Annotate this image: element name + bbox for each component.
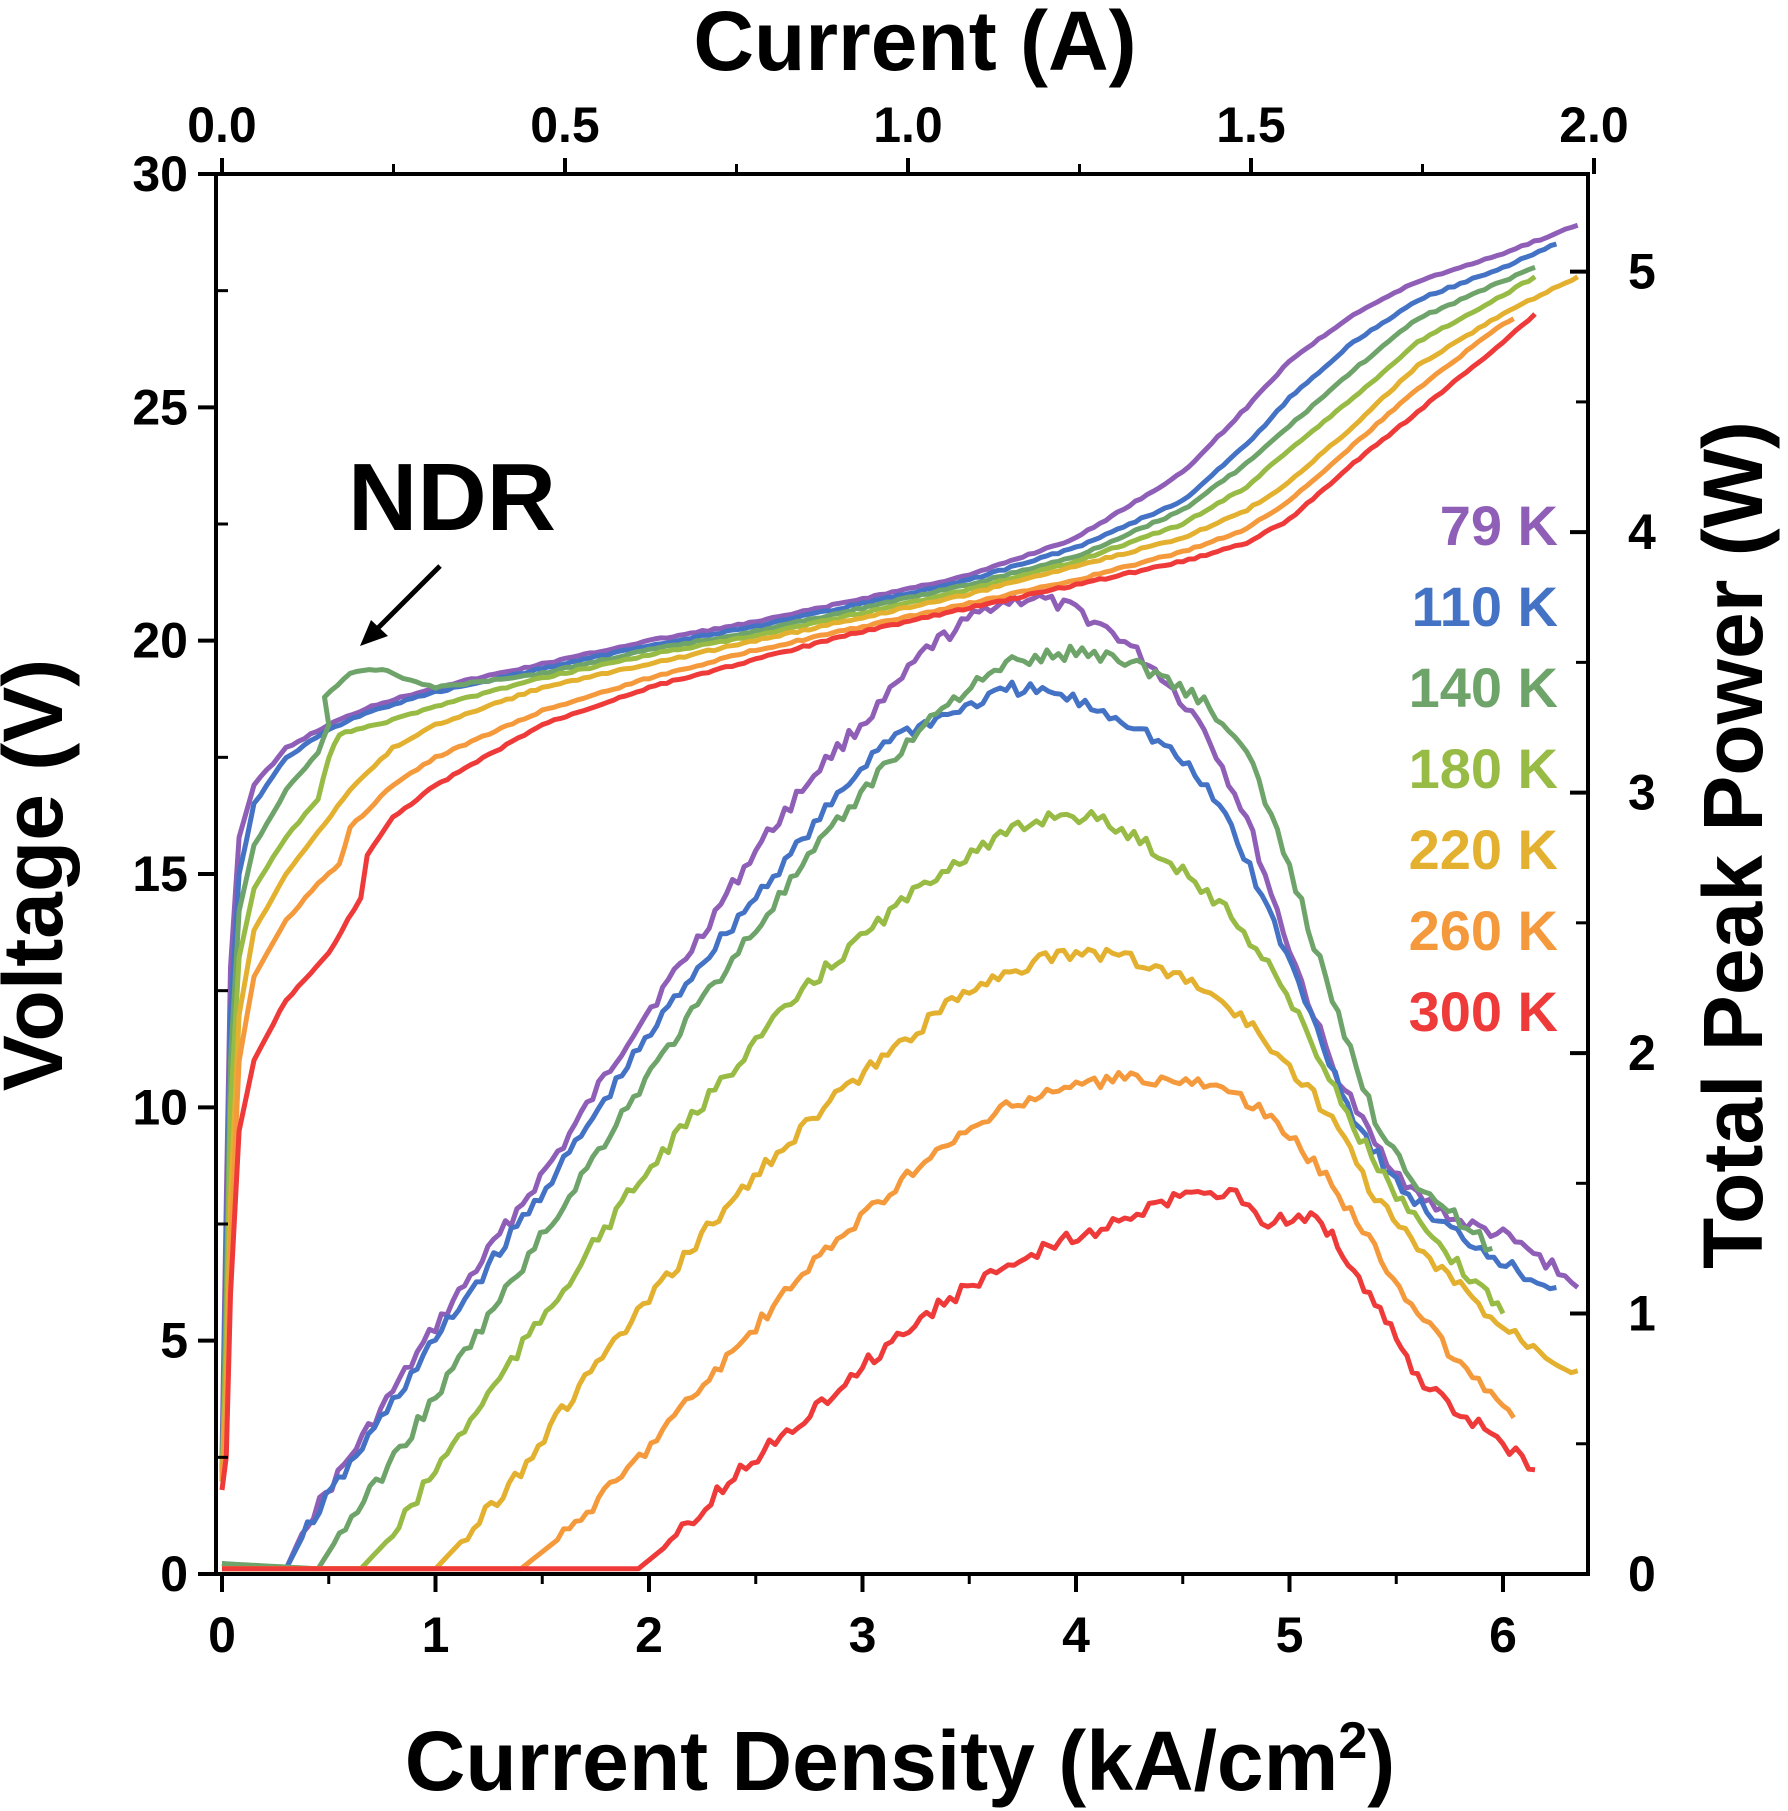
top-x-tick-label: 1.5 [1216, 97, 1286, 153]
y-tick-label: 25 [132, 379, 188, 435]
top-x-tick-label: 0.5 [530, 97, 600, 153]
x-tick-label: 4 [1062, 1607, 1090, 1663]
power-series-3 [221, 643, 1493, 1572]
y-tick-label: 10 [132, 1079, 188, 1135]
top-x-tick-label: 2.0 [1559, 97, 1629, 153]
power-series-5 [222, 946, 1579, 1572]
voltage-series-6 [219, 316, 1515, 1480]
y2-tick-label: 0 [1628, 1546, 1656, 1602]
x-axis-title: Current Density (kA/cm2) [405, 1712, 1395, 1808]
voltage-series-3 [219, 264, 1536, 1481]
legend-entry: 180 K [1409, 737, 1558, 800]
legend-entry: 220 K [1409, 818, 1558, 881]
y2-axis-title: Total Peak Power (W) [1686, 421, 1780, 1269]
y-axis-title: Voltage (V) [0, 659, 80, 1091]
y-tick-label: 15 [132, 846, 188, 902]
x-tick-label: 2 [635, 1607, 663, 1663]
power-series-2 [221, 679, 1557, 1572]
legend-entry: 110 K [1412, 575, 1558, 638]
voltage-series-5 [219, 274, 1580, 1481]
legend-entry: 300 K [1409, 980, 1558, 1043]
y2-tick-label: 3 [1628, 765, 1656, 821]
voltage-series-2 [219, 241, 1558, 1473]
ndr-arrow-icon [360, 564, 442, 646]
y2-tick-label: 1 [1628, 1286, 1656, 1342]
series-layer [219, 222, 1580, 1572]
y2-tick-label: 5 [1628, 244, 1656, 300]
legend-entry: 79 K [1440, 494, 1558, 557]
top-x-axis-title: Current (A) [693, 0, 1136, 88]
top-x-tick-label: 1.0 [873, 97, 943, 153]
y-tick-label: 0 [160, 1546, 188, 1602]
x-tick-label: 3 [849, 1607, 877, 1663]
x-tick-label: 1 [422, 1607, 450, 1663]
power-series-4 [222, 809, 1506, 1572]
y2-tick-label: 4 [1628, 504, 1656, 560]
ndr-annotation-label: NDR [348, 444, 556, 551]
x-tick-label: 6 [1489, 1607, 1517, 1663]
y2-tick-label: 2 [1628, 1025, 1656, 1081]
power-series-7 [222, 1186, 1536, 1572]
voltage-series-4 [219, 274, 1537, 1482]
legend-entry: 260 K [1409, 899, 1558, 962]
x-tick-label: 0 [208, 1607, 236, 1663]
y-tick-label: 20 [132, 613, 188, 669]
ticks-layer: 0 1 2 3 4 5 6 0 5 10 15 20 25 30 0 1 2 3 4 5 0.0 0.5 1.0 1.5 2.0 [132, 97, 1656, 1663]
y-tick-label: 30 [132, 146, 188, 202]
legend: 79 K 110 K 140 K 180 K 220 K 260 K 300 K [1409, 494, 1558, 1043]
top-x-tick-label: 0.0 [187, 97, 257, 153]
y-tick-label: 5 [160, 1313, 188, 1369]
x-tick-label: 5 [1276, 1607, 1304, 1663]
voltage-series-7 [219, 312, 1537, 1491]
legend-entry: 140 K [1409, 656, 1558, 719]
